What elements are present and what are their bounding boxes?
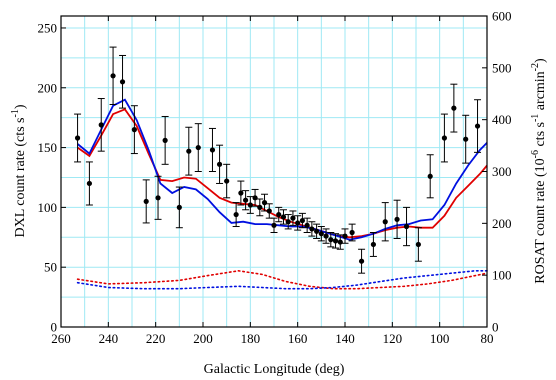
- data-point: [441, 135, 447, 141]
- data-point: [403, 223, 410, 230]
- data-point: [119, 79, 126, 85]
- data-point: [332, 238, 339, 244]
- x-tick-label: 120: [383, 331, 403, 346]
- data-point: [233, 211, 239, 218]
- data-point: [186, 148, 192, 154]
- series-layer: [76, 98, 488, 290]
- data-point: [252, 195, 258, 201]
- data-point: [328, 237, 334, 243]
- y-left-axis-title: DXL count rate (cts s-1): [10, 104, 28, 237]
- x-tick-label: 220: [146, 331, 166, 346]
- data-point: [295, 220, 301, 226]
- data-point: [209, 147, 216, 153]
- y-right-tick-label: 200: [492, 216, 512, 231]
- data-point: [299, 217, 305, 224]
- data-point: [271, 222, 277, 228]
- y-right-tick-label: 600: [492, 9, 512, 24]
- data-point: [474, 123, 481, 129]
- data-point: [290, 215, 296, 221]
- y-right-tick-label: 100: [492, 268, 512, 283]
- data-point: [337, 239, 343, 245]
- y-left-tick-label: 0: [51, 320, 58, 335]
- y-right-tick-label: 300: [492, 164, 512, 179]
- data-point: [309, 226, 315, 232]
- data-point: [304, 222, 310, 228]
- data-point: [261, 200, 268, 206]
- y-right-tick-label: 400: [492, 112, 512, 127]
- data-point: [415, 241, 421, 248]
- data-point: [382, 219, 388, 225]
- data-point: [370, 241, 376, 248]
- grid: [60, 16, 488, 328]
- series-red-dotted-line: [76, 269, 488, 290]
- y-right-tick-label: 500: [492, 60, 512, 75]
- data-point: [257, 204, 263, 210]
- y-right-tick-labels: 0 100 200 300 400 500 600: [492, 9, 512, 335]
- data-point: [323, 233, 329, 239]
- data-point: [342, 233, 348, 239]
- y-left-tick-label: 250: [38, 20, 58, 35]
- data-point: [216, 161, 223, 167]
- data-point: [266, 208, 272, 214]
- y-right-tick-label: 0: [492, 320, 499, 335]
- data-point: [247, 202, 253, 208]
- data-point: [358, 258, 365, 264]
- data-point: [276, 211, 282, 218]
- x-tick-label: 140: [335, 331, 355, 346]
- data-point: [318, 231, 324, 237]
- x-tick-label: 160: [288, 331, 308, 346]
- data-point: [162, 137, 168, 143]
- data-point: [451, 105, 457, 111]
- data-point: [155, 195, 161, 201]
- data-point: [394, 216, 400, 222]
- data-point: [238, 190, 244, 196]
- data-point: [314, 228, 320, 234]
- data-point: [463, 136, 469, 142]
- data-point: [285, 219, 291, 225]
- x-tick-label: 100: [430, 331, 450, 346]
- data-point: [224, 178, 230, 184]
- y-left-tick-label: 100: [38, 200, 58, 215]
- data-point: [110, 73, 116, 79]
- x-tick-label: 80: [481, 331, 494, 346]
- series-blue-dotted-line: [76, 269, 488, 290]
- data-point: [195, 144, 201, 151]
- data-point: [427, 173, 433, 179]
- x-tick-labels: 260 240 220 200 180 160 140 120 100 80: [51, 331, 493, 346]
- x-tick-label: 180: [241, 331, 261, 346]
- y-left-tick-label: 150: [38, 140, 58, 155]
- data-point: [349, 229, 355, 236]
- data-point: [143, 198, 149, 205]
- series-red-solid-line: [77, 108, 488, 239]
- x-tick-label: 200: [193, 331, 213, 346]
- data-point: [98, 122, 104, 128]
- data-point: [74, 135, 81, 141]
- ticks: [60, 15, 488, 328]
- y-right-axis-title: ROSAT count rate (10-6 cts s-1 arcmin-2): [530, 58, 548, 284]
- y-left-tick-label: 200: [38, 80, 58, 95]
- y-left-tick-label: 50: [44, 260, 57, 275]
- data-point: [176, 204, 182, 210]
- series-blue-solid-line: [77, 98, 488, 241]
- data-point: [280, 214, 287, 220]
- x-tick-label: 260: [51, 331, 71, 346]
- data-points: [74, 46, 482, 274]
- y-left-tick-labels: 0 50 100 150 200 250: [38, 20, 58, 334]
- data-point: [131, 127, 137, 133]
- data-point: [86, 180, 92, 187]
- x-tick-label: 240: [99, 331, 119, 346]
- x-axis-title: Galactic Longitude (deg): [204, 362, 345, 377]
- data-point: [243, 197, 249, 203]
